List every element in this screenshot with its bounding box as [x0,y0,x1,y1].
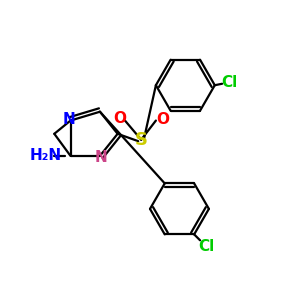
Text: Cl: Cl [198,239,214,254]
Text: S: S [135,131,148,149]
Text: Cl: Cl [221,75,237,90]
Text: H₂N: H₂N [29,148,62,164]
Text: N: N [95,150,108,165]
Text: N: N [63,112,75,127]
Text: O: O [113,111,126,126]
Text: O: O [156,112,169,127]
